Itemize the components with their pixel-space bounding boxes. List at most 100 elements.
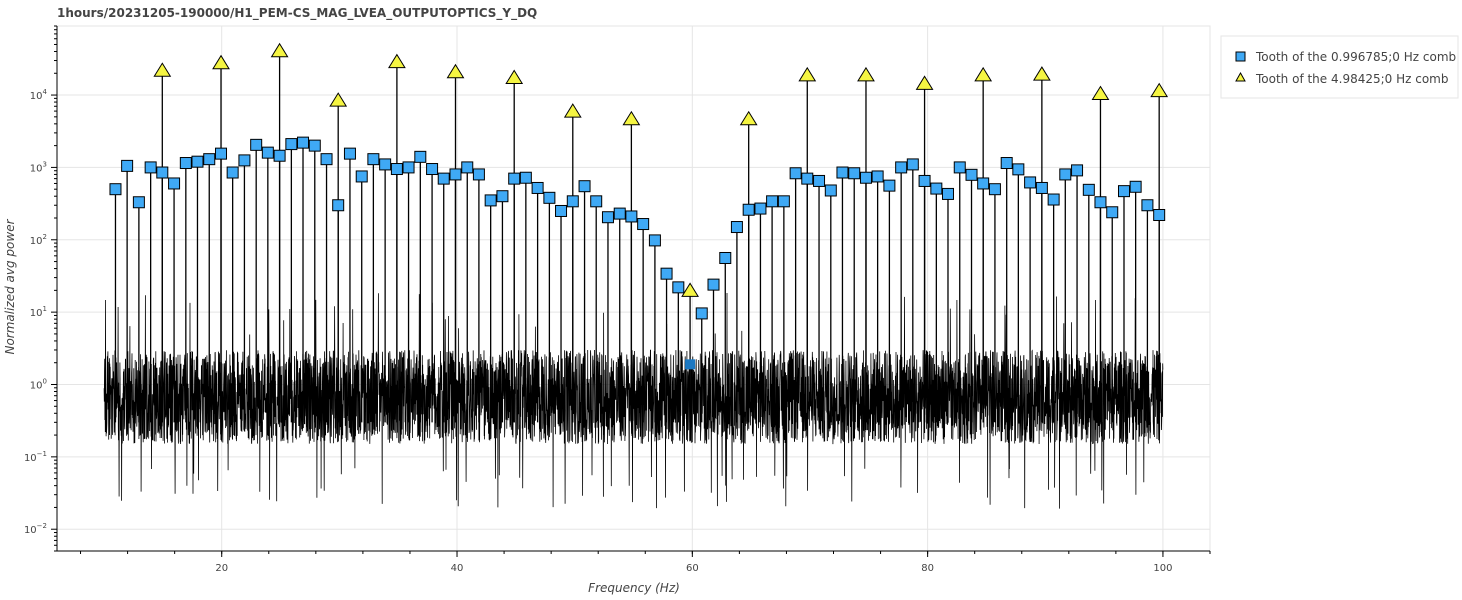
comb-1-tooth-marker (685, 359, 696, 370)
comb-2-tooth-marker (798, 66, 817, 82)
y-axis-label: Normalized avg power (3, 218, 17, 354)
comb-2-tooth-marker (681, 282, 699, 297)
comb-1-tooth-marker (379, 158, 392, 171)
comb-1-tooth-marker (719, 251, 732, 264)
y-tick-label: 100 (30, 377, 47, 391)
comb-1-tooth-marker (895, 161, 908, 174)
y-tick-label: 103 (30, 160, 47, 174)
tooth-stems (114, 50, 1160, 423)
comb-1-tooth-marker (742, 203, 755, 216)
comb-1-tooth-marker (250, 138, 263, 151)
comb-1-tooth-marker (531, 181, 544, 194)
comb-1-tooth-marker (449, 168, 462, 181)
comb-2-tooth-marker (212, 54, 230, 70)
comb-2-tooth-marker (1032, 66, 1051, 81)
comb-1-tooth-marker (707, 278, 720, 291)
comb-1-tooth-marker (343, 147, 356, 160)
comb-1-tooth-marker (285, 138, 298, 151)
comb-1-tooth-marker (930, 182, 943, 195)
comb-1-tooth-marker (578, 180, 591, 193)
comb-1-tooth-marker (543, 191, 556, 204)
comb-1-tooth-marker (273, 149, 286, 162)
comb-1-tooth-marker (1000, 157, 1013, 170)
comb-1-tooth-marker (179, 157, 192, 170)
comb-1-tooth-marker (355, 170, 368, 183)
comb-1-tooth-marker (637, 218, 650, 231)
comb-1-tooth-marker (555, 204, 568, 217)
x-axis-label: Frequency (Hz) (588, 581, 680, 595)
comb-1-tooth-marker (1035, 181, 1048, 194)
comb-1-tooth-marker (1106, 206, 1119, 219)
x-tick-label: 40 (451, 563, 464, 574)
legend-entry-comb-1: Tooth of the 0.996785;0 Hz comb (1255, 50, 1456, 64)
comb-1-tooth-marker (977, 177, 990, 190)
comb-1-tooth-marker (1047, 193, 1060, 206)
plot-area-frame (56, 25, 1211, 552)
comb-1-tooth-marker (402, 161, 415, 174)
comb-1-tooth-marker (332, 199, 345, 212)
comb-1-tooth-marker (730, 221, 743, 234)
comb-1-tooth-marker (426, 163, 439, 176)
legend-box (1220, 35, 1459, 99)
comb-2-tooth-marker (739, 110, 758, 126)
comb-1-tooth-marker (836, 166, 849, 179)
comb-1-tooth-marker (625, 210, 638, 223)
comb-1-tooth-marker (660, 267, 673, 280)
comb-1-tooth-marker (859, 171, 872, 184)
comb-2-tooth-marker (974, 66, 993, 82)
comb-2-tooth-marker (915, 75, 934, 90)
comb-1-tooth-marker (203, 153, 216, 166)
comb-1-tooth-marker (1094, 196, 1107, 209)
comb-1-tooth-marker (519, 171, 532, 184)
comb-2-tooth-marker (622, 110, 641, 126)
background-spectrum (103, 292, 1164, 509)
comb-2-tooth-marker (270, 42, 289, 58)
comb-1-tooth-marker (754, 202, 767, 215)
comb-1-tooth-marker (965, 168, 978, 181)
comb-1-tooth-marker (566, 195, 579, 208)
comb-1-tooth-marker (226, 166, 239, 179)
comb-1-tooth-marker (789, 167, 802, 180)
comb-1-tooth-marker (472, 168, 485, 181)
comb-1-tooth-marker (1117, 185, 1130, 198)
comb-1-tooth-marker (437, 172, 450, 185)
legend: Tooth of the 0.996785;0 Hz comb Tooth of… (1220, 35, 1459, 99)
comb-1-tooth-marker (766, 195, 779, 208)
comb-1-tooth-marker (320, 153, 333, 166)
comb-1-tooth-marker (906, 158, 919, 171)
legend-square-icon (1235, 51, 1246, 62)
comb-1-tooth-marker (390, 163, 403, 176)
comb-1-tooth-marker (813, 174, 826, 187)
comb-1-tooth-marker (121, 159, 134, 172)
comb-1-tooth-marker (590, 195, 603, 208)
comb-1-tooth-marker (613, 207, 626, 220)
comb-1-tooth-marker (1024, 176, 1037, 189)
comb-1-tooth-marker (648, 234, 661, 247)
x-tick-label: 80 (921, 563, 934, 574)
comb-1-tooth-marker (672, 281, 685, 294)
comb-1-tooth-marker (156, 166, 169, 179)
comb-1-tooth-marker (414, 150, 427, 163)
comb-2-tooth-marker (1091, 85, 1110, 101)
comb-2-tooth-marker (857, 66, 875, 82)
comb-1-tooth-marker (848, 167, 861, 180)
comb-1-tooth-marker (461, 161, 474, 174)
comb-2-tooth-marker (153, 62, 172, 77)
grid-lines (56, 25, 1211, 552)
comb-1-tooth-marker (777, 195, 790, 208)
comb-1-tooth-marker (1071, 164, 1084, 177)
comb-1-tooth-marker (144, 161, 157, 174)
comb-1-tooth-marker (871, 170, 884, 183)
comb-1-tooth-marker (953, 161, 966, 174)
comb-1-tooth-marker (367, 153, 380, 166)
y-tick-label: 102 (30, 233, 47, 247)
comb-2-tooth-marker (505, 69, 524, 84)
comb-1-tooth-marker (1082, 183, 1095, 196)
x-tick-label: 60 (686, 563, 699, 574)
comb-1-tooth-marker (168, 177, 181, 190)
comb-1-tooth-marker (1059, 168, 1072, 181)
axes: 20 40 60 80 100 10−2 10−1 100 101 102 103 104 (24, 25, 1211, 574)
comb-1-tooth-marker (191, 155, 204, 168)
comb-1-tooth-marker (215, 147, 228, 160)
